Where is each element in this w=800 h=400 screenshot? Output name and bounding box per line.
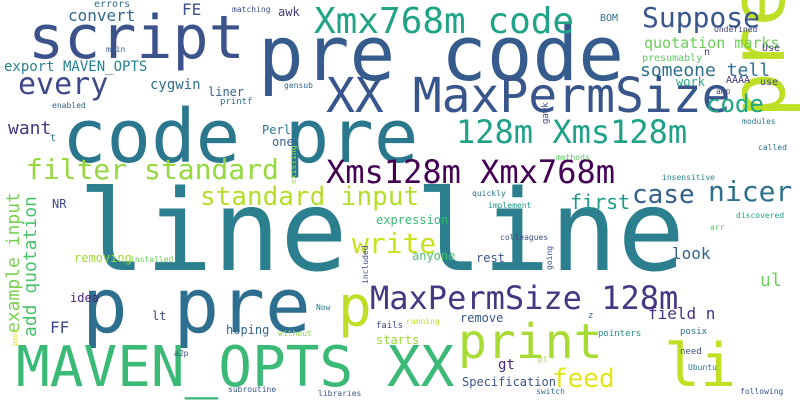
word-running: running: [406, 317, 440, 326]
word-gt: gt: [498, 357, 515, 373]
word-remove: remove: [460, 311, 504, 325]
word-pass: pass: [11, 329, 19, 346]
word-first: first: [570, 190, 631, 214]
word-printf: printf: [220, 97, 253, 107]
word-discovered: discovered: [736, 211, 785, 220]
word-matching: matching: [232, 5, 271, 14]
word-add-quotation: add quotation: [20, 196, 41, 337]
word-following: following: [740, 387, 784, 396]
word-code: code: [706, 90, 764, 118]
word-n: n: [704, 47, 711, 58]
word-methods: methods: [556, 153, 590, 162]
word-pre-code: pre code: [258, 9, 625, 98]
word-work: work: [676, 75, 705, 89]
word-gensub: gensub: [284, 81, 313, 90]
word-look: look: [672, 244, 711, 263]
word-code-pre: code pre: [62, 94, 419, 180]
word-li: li: [664, 331, 737, 400]
word-feed: feed: [552, 364, 615, 394]
word-going: going: [545, 245, 554, 270]
word-fe: FE: [182, 0, 202, 19]
word-print: print: [458, 314, 603, 370]
word-specification: Specification: [462, 375, 556, 389]
word-posix: posix: [680, 327, 708, 337]
word-quotation-marks: quotation marks: [644, 34, 780, 52]
word-insensitive: insensitive: [662, 173, 715, 182]
word-one: one: [272, 135, 294, 149]
word-xmx768m-code: Xmx768m code: [314, 1, 575, 42]
word-rest: rest: [476, 251, 505, 265]
word-suppose: Suppose: [642, 1, 761, 34]
word-presumably: presumably: [642, 53, 703, 64]
word-enabled: enabled: [52, 101, 86, 110]
word-anyone: anyone: [412, 249, 456, 263]
word-subroutine: subroutine: [228, 385, 277, 394]
word-128m-xms128m: 128m Xms128m: [456, 113, 688, 151]
word-script: script: [28, 3, 245, 73]
word-case: case: [632, 180, 695, 210]
word-ubuntu: Ubuntu: [688, 363, 717, 372]
word-implement: implement: [488, 201, 532, 210]
word-installed: installed: [130, 255, 174, 264]
word-every: every: [18, 67, 109, 102]
word-perl: Perl: [262, 123, 291, 137]
word-use-cap: Use: [762, 43, 781, 54]
word-maxpermsize-128m: MaxPermSize 128m: [370, 279, 679, 317]
word-p: p: [338, 275, 372, 340]
word-modules: modules: [742, 117, 776, 126]
word-now: Now: [316, 303, 331, 312]
word-libraries: libraries: [318, 389, 362, 398]
word-maven-opts-xx: MAVEN_OPTS XX: [16, 335, 455, 400]
word-xx-maxpermsize: XX MaxPermSize: [326, 68, 731, 124]
word-bom: BOM: [600, 13, 619, 24]
word-quickly: quickly: [472, 189, 506, 198]
word-ul: ul: [760, 270, 782, 291]
word-filter-standard: filter standard: [26, 153, 279, 186]
word-errors: errors: [94, 0, 131, 10]
word-arr: arr: [710, 223, 725, 232]
word-standard-input: standard input: [200, 182, 420, 212]
word-need: need: [680, 347, 702, 357]
word-write: write: [352, 227, 437, 260]
word-aaaa: AAAA: [726, 75, 751, 86]
word-main: main: [106, 45, 126, 54]
word-idea: idea: [70, 291, 99, 305]
word-starts: starts: [376, 333, 420, 347]
word-field-n: field n: [648, 304, 716, 323]
word-a2p: a2p: [174, 349, 189, 358]
word-z: z: [588, 311, 594, 321]
word-liner: liner: [208, 85, 245, 99]
word-gawk: gawk: [541, 102, 551, 124]
word-someone-tell: someone tell: [640, 60, 771, 81]
word-line-line: line line: [78, 167, 685, 297]
word-ff: FF: [50, 318, 70, 337]
word-convert: convert: [68, 6, 136, 25]
word-hoping: hoping: [226, 323, 270, 337]
word-want: want: [8, 118, 52, 139]
word-export-maven-opts: export MAVEN_OPTS: [4, 59, 148, 75]
word-amp: amp: [716, 87, 731, 96]
word-switch: switch: [536, 387, 565, 396]
word-nicer: nicer: [708, 175, 793, 208]
word-without: without: [278, 329, 312, 338]
word-included: included: [361, 245, 370, 284]
word-expression: expression: [376, 213, 449, 227]
word-pointers: pointers: [598, 329, 642, 339]
word-colleagues: colleagues: [500, 233, 549, 242]
word-existing: existing: [289, 145, 298, 184]
word-t: t: [50, 133, 57, 144]
word-nr: NR: [52, 197, 67, 211]
word-cygwin: cygwin: [150, 77, 201, 93]
word-removing: removing: [74, 251, 132, 265]
word-called: called: [758, 143, 787, 152]
word-lt: lt: [152, 309, 167, 323]
word-p-pre: p pre: [82, 261, 311, 350]
word-pl: pl: [538, 355, 548, 364]
word-fails: fails: [376, 321, 404, 331]
word-undefined: Undefined: [714, 25, 758, 34]
word-awk: awk: [278, 5, 300, 19]
word-xms128m-xmx768m: Xms128m Xmx768m: [326, 153, 615, 191]
word-use: use: [760, 77, 779, 88]
